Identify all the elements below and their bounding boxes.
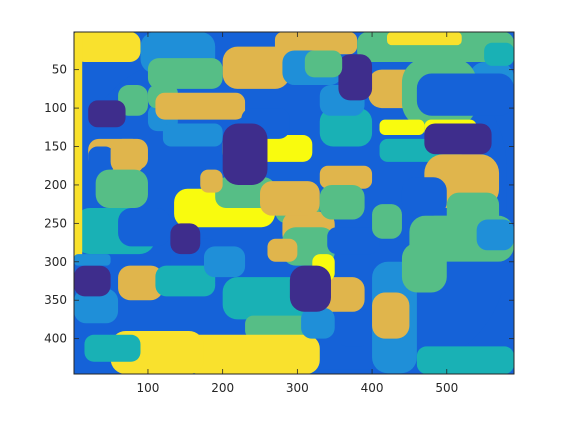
heatmap-region-green-71	[148, 58, 223, 89]
heatmap-region-tan-65	[200, 170, 222, 193]
heatmap-region-tan-49	[111, 139, 145, 174]
heatmap-region-gold-1	[74, 32, 140, 62]
y-tick-label: 150	[44, 140, 67, 154]
heatmap-region-teal-20	[84, 335, 140, 362]
heatmap-region-deep-indigo-63	[338, 54, 372, 100]
heatmap-region-tan-67	[372, 293, 409, 339]
heatmap-region-deep-indigo-72	[223, 123, 268, 184]
heatmap-region-deep-indigo-44	[88, 100, 125, 127]
y-tick-label: 200	[44, 178, 67, 192]
heatmap-region-gold-7	[387, 32, 462, 45]
heatmap-region-teal-75	[484, 43, 514, 66]
heatmap-region-green-59	[320, 185, 365, 220]
heatmap-image	[74, 32, 514, 374]
heatmap-region-azure-76	[204, 246, 245, 277]
x-tick-label: 200	[211, 381, 234, 395]
heatmap-region-deep-indigo-52	[170, 223, 200, 254]
heatmap-region-teal-21	[417, 346, 514, 374]
heatmap-region-azure-31	[301, 308, 335, 339]
heatmap-region-deep-indigo-74	[424, 123, 491, 154]
heatmap-region-green-64	[305, 50, 342, 77]
y-tick-label: 350	[44, 293, 67, 307]
y-tick-label: 100	[44, 101, 67, 115]
heatmap-region-azure-70	[74, 254, 111, 266]
heatmap-region-blue-73	[417, 74, 514, 116]
heatmap-region-green-29	[402, 243, 447, 293]
heatmap-region-blue-78	[118, 208, 170, 246]
heatmap-region-tan-77	[267, 239, 297, 262]
heatmap-region-yellow-34	[380, 120, 425, 135]
y-tick-label: 50	[52, 63, 67, 77]
x-tick-label: 300	[286, 381, 309, 395]
x-tick-label: 100	[137, 381, 160, 395]
heatmap-region-green-60	[372, 204, 402, 239]
heatmap-region-tan-5	[223, 47, 290, 89]
heatmap-region-azure-48	[163, 123, 223, 146]
heatmap-region-blue-56	[327, 227, 379, 254]
heatmap-region-blue-38	[402, 177, 447, 215]
x-tick-label: 400	[361, 381, 384, 395]
heatmap-region-deep-indigo-66	[290, 266, 331, 312]
y-tick-label: 300	[44, 255, 67, 269]
heatmap-region-green-50	[96, 170, 148, 208]
y-tick-label: 400	[44, 332, 67, 346]
heatmap-region-blue-47	[88, 147, 114, 174]
heatmap-region-deep-indigo-69	[74, 266, 111, 297]
heatmap-region-tan-45	[155, 93, 245, 120]
heatmap-region-blue-17	[335, 308, 372, 346]
y-tick-label: 250	[44, 216, 67, 230]
heatmap-region-tan-57	[260, 181, 320, 216]
x-tick-label: 500	[435, 381, 458, 395]
heatmap-region-gold-18	[185, 335, 319, 374]
heatmap-region-azure-40	[477, 220, 514, 251]
